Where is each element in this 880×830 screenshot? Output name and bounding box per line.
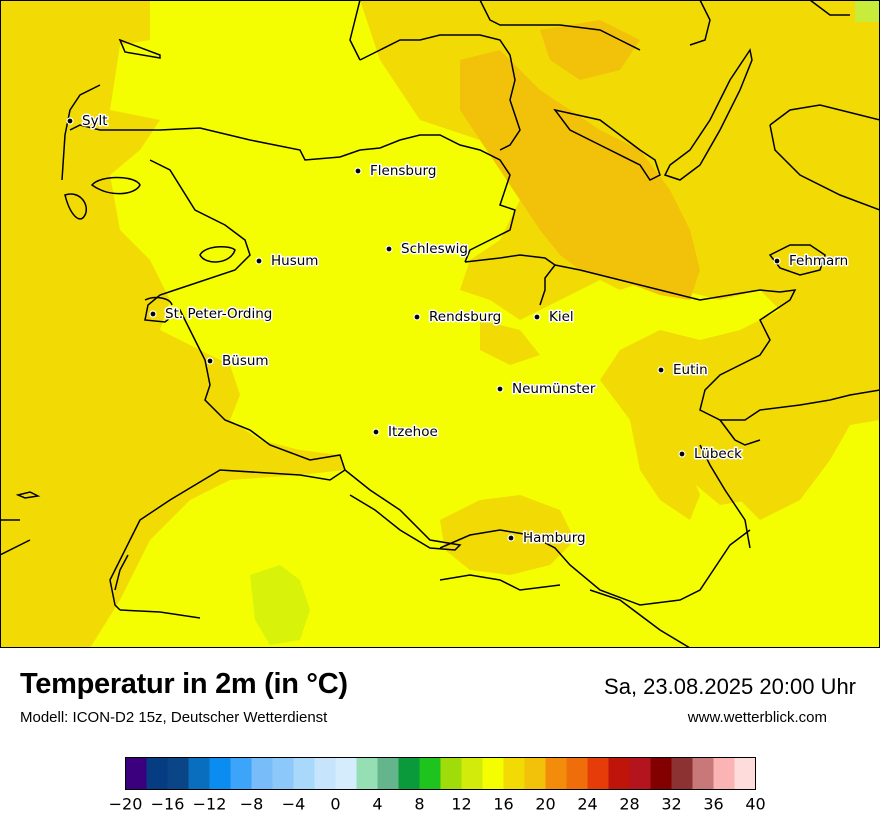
warm-zone-midland — [480, 320, 540, 365]
svg-text:Itzehoe: Itzehoe — [388, 424, 438, 440]
legend-cell — [146, 757, 168, 790]
svg-text:Schleswig: Schleswig — [401, 241, 468, 257]
legend-tick-label: 40 — [745, 795, 765, 814]
svg-text:Fehmarn: Fehmarn — [789, 253, 848, 269]
legend-tick-label: 36 — [703, 795, 723, 814]
city-markers: Sylt Flensburg Schleswig Husum St. Peter… — [66, 112, 850, 548]
city-schleswig[interactable]: Schleswig — [385, 240, 470, 259]
svg-text:Rendsburg: Rendsburg — [429, 309, 501, 325]
svg-text:Lübeck: Lübeck — [694, 446, 742, 462]
legend-cell — [377, 757, 399, 790]
legend-cell — [713, 757, 735, 790]
map-title: Temperatur in 2m (in °C) — [20, 668, 348, 700]
warm-zone-hamburg — [440, 495, 575, 575]
city-st-peter-ording[interactable]: St. Peter-Ording — [149, 305, 274, 324]
legend-cell — [167, 757, 189, 790]
legend-tick-label: 16 — [493, 795, 513, 814]
color-scale-legend: −20 −16 −12 −8 −4 0 4 8 12 16 20 24 28 32 36 40 — [109, 757, 766, 814]
svg-text:Sylt: Sylt — [82, 113, 108, 129]
cool-spot — [250, 565, 310, 645]
legend-cell — [335, 757, 357, 790]
temperature-map: Sylt Flensburg Schleswig Husum St. Peter… — [0, 0, 880, 648]
legend-cell — [272, 757, 294, 790]
legend-tick-label: 28 — [619, 795, 639, 814]
city-eutin[interactable]: Eutin — [657, 361, 709, 380]
legend-ticks: −20 −16 −12 −8 −4 0 4 8 12 16 20 24 28 32 36 40 — [109, 795, 766, 814]
legend-tick-label: 20 — [535, 795, 555, 814]
svg-text:Husum: Husum — [271, 253, 318, 269]
legend-tick-label: 12 — [451, 795, 471, 814]
svg-text:Hamburg: Hamburg — [523, 530, 586, 546]
legend-cells — [125, 757, 756, 790]
model-info: Modell: ICON-D2 15z, Deutscher Wetterdie… — [20, 709, 328, 726]
city-itzehoe[interactable]: Itzehoe — [372, 423, 439, 442]
legend-cell — [566, 757, 588, 790]
city-fehmarn[interactable]: Fehmarn — [773, 252, 850, 271]
warm-zone-luebeck — [680, 430, 760, 505]
legend-frame — [125, 757, 756, 790]
legend-cell — [503, 757, 525, 790]
legend-cell — [545, 757, 567, 790]
svg-text:Kiel: Kiel — [549, 309, 574, 325]
city-kiel[interactable]: Kiel — [533, 308, 575, 327]
legend-cell — [650, 757, 672, 790]
city-neumuenster[interactable]: Neumünster — [496, 380, 597, 399]
legend-tick-label: 8 — [414, 795, 424, 814]
legend-cell — [293, 757, 315, 790]
city-hamburg[interactable]: Hamburg — [507, 529, 587, 548]
legend-cell — [251, 757, 273, 790]
legend-cell — [230, 757, 252, 790]
legend-tick-label: 4 — [372, 795, 382, 814]
legend-tick-label: −8 — [240, 795, 264, 814]
legend-cell — [734, 757, 756, 790]
legend-tick-label: −4 — [282, 795, 306, 814]
svg-text:Eutin: Eutin — [673, 362, 708, 378]
legend-cell — [461, 757, 483, 790]
warmer-zone-north — [540, 20, 640, 80]
legend-tick-label: −16 — [151, 795, 185, 814]
city-husum[interactable]: Husum — [255, 252, 320, 271]
legend-tick-label: −20 — [109, 795, 143, 814]
legend-cell — [356, 757, 378, 790]
warm-zone-north-sea — [0, 0, 345, 648]
forecast-datetime: Sa, 23.08.2025 20:00 Uhr — [604, 674, 856, 699]
svg-text:Büsum: Büsum — [222, 353, 269, 369]
legend-cell — [608, 757, 630, 790]
legend-tick-label: 32 — [661, 795, 681, 814]
legend-cell — [188, 757, 210, 790]
legend-cell — [524, 757, 546, 790]
legend-cell — [629, 757, 651, 790]
svg-text:Flensburg: Flensburg — [370, 163, 436, 179]
website-link[interactable]: www.wetterblick.com — [687, 709, 827, 726]
legend-tick-label: −12 — [193, 795, 227, 814]
city-flensburg[interactable]: Flensburg — [354, 162, 438, 181]
coastlines — [0, 0, 880, 648]
svg-text:Neumünster: Neumünster — [512, 381, 596, 397]
city-buesum[interactable]: Büsum — [206, 352, 270, 371]
legend-cell — [419, 757, 441, 790]
city-sylt[interactable]: Sylt — [66, 112, 109, 131]
legend-cell — [482, 757, 504, 790]
legend-cell — [125, 757, 147, 790]
legend-cell — [314, 757, 336, 790]
city-luebeck[interactable]: Lübeck — [678, 445, 744, 464]
legend-cell — [692, 757, 714, 790]
legend-cell — [671, 757, 693, 790]
legend-tick-label: 0 — [330, 795, 340, 814]
legend-cell — [587, 757, 609, 790]
legend-cell — [440, 757, 462, 790]
legend-tick-label: 24 — [577, 795, 597, 814]
legend-cell — [398, 757, 420, 790]
cool-patch-corner — [855, 0, 880, 22]
svg-text:St. Peter-Ording: St. Peter-Ording — [165, 306, 272, 322]
legend-cell — [209, 757, 231, 790]
city-rendsburg[interactable]: Rendsburg — [413, 308, 503, 327]
warmer-zone-core — [460, 50, 700, 300]
